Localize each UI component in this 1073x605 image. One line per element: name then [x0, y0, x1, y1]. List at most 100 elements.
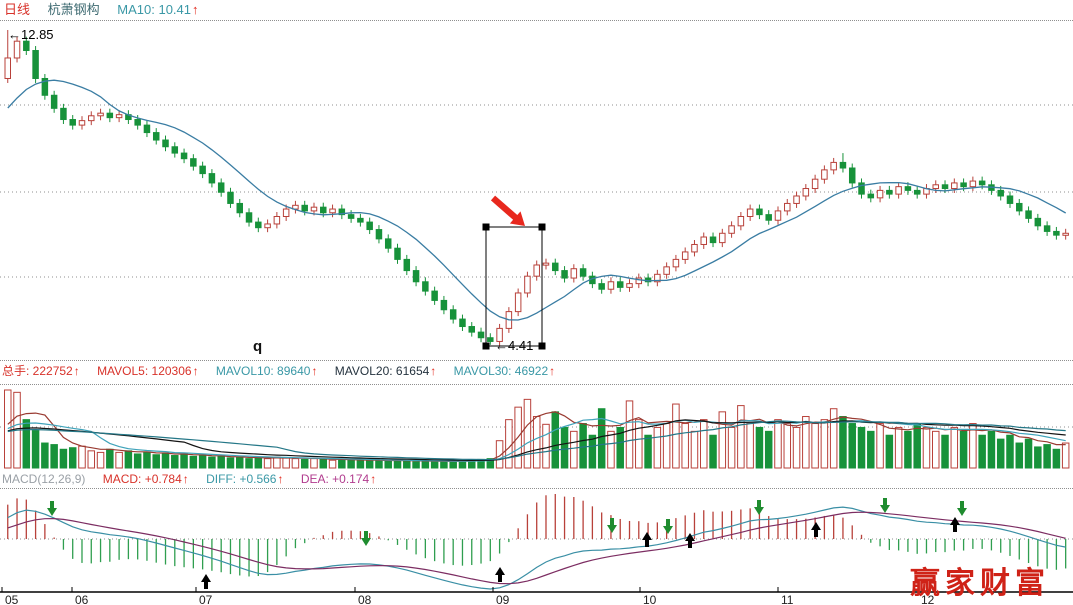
volume-bar — [885, 434, 894, 469]
sell-arrow-icon — [957, 501, 967, 516]
selection-handle[interactable] — [482, 223, 490, 231]
volume-bar — [672, 403, 680, 469]
candle-body — [357, 217, 364, 223]
volume-bar — [774, 419, 782, 469]
volume-bar — [217, 455, 225, 469]
mavol30-value: MAVOL30: 46922 — [453, 364, 549, 378]
candle-body — [273, 216, 281, 225]
candle-body — [951, 182, 958, 190]
volume-bar — [616, 426, 624, 469]
selection-handle[interactable] — [538, 342, 546, 350]
volume-bar — [727, 426, 736, 469]
candle-body — [50, 94, 58, 109]
candle-body — [329, 208, 336, 214]
candle-body — [663, 266, 670, 275]
up-arrow-icon: ↑ — [370, 472, 377, 486]
selection-handle[interactable] — [482, 342, 490, 350]
axis-tick-label: 06 — [75, 593, 89, 605]
candle-body — [654, 273, 661, 283]
candle-body — [552, 262, 559, 272]
volume-bar — [1052, 448, 1061, 469]
candle-body — [570, 268, 578, 279]
volume-bar — [189, 455, 198, 469]
candle-body — [1043, 225, 1051, 232]
volume-bar — [282, 457, 290, 469]
candle-body — [13, 40, 21, 59]
candles-group — [4, 30, 1069, 346]
candle-body — [561, 270, 568, 279]
candle-body — [4, 57, 11, 79]
volume-bar — [430, 461, 439, 469]
separator-line — [0, 20, 1073, 21]
volume-bar — [904, 430, 912, 469]
volume-bar — [328, 459, 337, 469]
ma10-line — [7, 79, 1067, 321]
candle-body — [774, 210, 782, 221]
volume-bar — [625, 400, 634, 469]
candle-body — [97, 112, 104, 117]
buy-arrow-icon — [495, 567, 505, 582]
volume-bar — [458, 460, 467, 469]
candle-body — [978, 180, 986, 186]
low-price-label: ←4.41 — [495, 338, 533, 353]
volume-bar — [746, 423, 754, 469]
volume-bar — [87, 450, 96, 469]
selection-box[interactable]: ←4.41 — [482, 223, 546, 354]
volume-header: 总手: 222752↑ MAVOL5: 120306↑ MAVOL10: 896… — [2, 363, 555, 379]
candle-body — [607, 281, 615, 290]
volume-bar — [449, 461, 457, 469]
stock-name: 杭萧钢构 — [47, 2, 100, 17]
candle-body — [969, 180, 977, 188]
volume-bar — [245, 458, 253, 469]
candle-body — [496, 327, 503, 342]
candle-body — [737, 216, 745, 227]
volume-bar — [124, 450, 133, 469]
candle-body — [152, 132, 160, 141]
candle-body — [681, 251, 689, 260]
volume-bar — [1024, 438, 1033, 469]
volume-bar — [375, 459, 383, 469]
volume-bar — [764, 430, 773, 469]
candle-body — [477, 331, 485, 339]
sell-arrow-icon — [754, 500, 764, 515]
up-arrow-icon: ↑ — [192, 2, 199, 17]
candle-body — [180, 152, 188, 160]
candle-body — [60, 107, 67, 121]
candle-body — [886, 189, 893, 195]
volume-bar — [59, 448, 68, 469]
candle-body — [106, 112, 114, 119]
candle-body — [23, 40, 30, 52]
candle-body — [616, 281, 624, 288]
candle-body — [598, 283, 605, 290]
volume-bar — [96, 451, 105, 469]
volume-bar — [820, 419, 829, 469]
volume-bar — [236, 456, 244, 469]
candle-body — [811, 178, 819, 190]
candle-body — [514, 292, 522, 313]
candle-body — [320, 206, 327, 214]
candle-body — [802, 188, 810, 197]
candle-body — [384, 238, 392, 249]
candle-body — [895, 186, 902, 195]
up-arrow-icon: ↑ — [73, 364, 80, 378]
candle-body — [69, 119, 76, 126]
volume-bar — [115, 451, 123, 469]
volume-bar — [412, 461, 420, 469]
volume-bar — [78, 445, 86, 469]
candle-body — [839, 161, 847, 169]
volume-bar — [755, 426, 764, 469]
candle-body — [41, 77, 49, 96]
volume-bar — [848, 423, 856, 469]
candle-body — [904, 186, 912, 191]
volume-bar — [4, 389, 12, 469]
volume-bar — [597, 408, 606, 469]
candle-body — [468, 326, 475, 333]
volume-bar — [690, 430, 699, 469]
candle-body — [533, 264, 540, 277]
candle-body — [784, 202, 791, 212]
volume-bar — [523, 398, 532, 469]
selection-handle[interactable] — [538, 223, 546, 231]
candle-body — [672, 258, 680, 268]
